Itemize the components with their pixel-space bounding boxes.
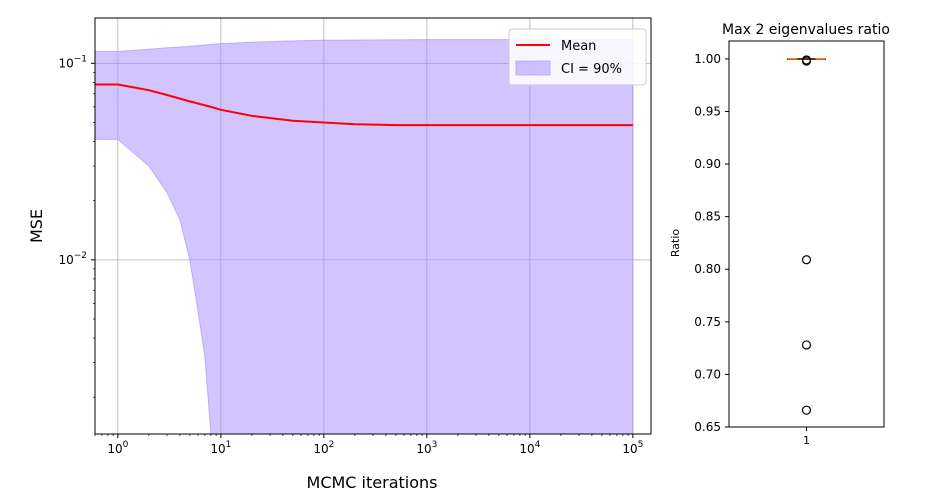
box-outlier-point — [801, 405, 812, 415]
box-title: Max 2 eigenvalues ratio — [722, 22, 890, 38]
box-y-axis-label: Ratio — [669, 229, 682, 258]
legend-ci-swatch — [515, 60, 551, 76]
box-outlier-point — [801, 255, 812, 265]
x-tick-label: 101 — [210, 440, 231, 456]
box-y-tick-label: 0.70 — [694, 367, 721, 381]
x-tick-label: 105 — [622, 440, 643, 456]
x-tick-label: 100 — [107, 440, 128, 456]
x-axis-label: MCMC iterations — [307, 473, 438, 492]
legend-mean-label: Mean — [561, 39, 596, 54]
box-y-tick-label: 1.00 — [694, 52, 721, 66]
mse-chart: 100 101 102 103 104 105 10−2 10−1 MCMC iterati… — [27, 17, 652, 492]
y-tick-label: 10−1 — [58, 54, 87, 70]
y-tick-label: 10−2 — [58, 251, 87, 267]
box-x-tick-label: 1 — [803, 434, 810, 447]
y-axis-label: MSE — [27, 209, 46, 243]
box-y-tick-label: 0.90 — [694, 157, 721, 171]
x-tick-label: 103 — [416, 440, 437, 456]
right-xticks: 1 — [803, 427, 810, 447]
x-tick-label: 102 — [313, 440, 334, 456]
x-tick-label: 104 — [519, 440, 540, 456]
outliers — [801, 55, 812, 415]
box-y-tick-label: 0.65 — [694, 420, 721, 434]
box-y-tick-label: 0.75 — [694, 315, 721, 329]
box-marks — [787, 58, 826, 60]
left-yticks: 10−2 10−1 — [58, 54, 95, 398]
mean-line — [95, 83, 633, 127]
box-y-tick-label: 0.85 — [694, 210, 721, 224]
box-y-tick-label: 0.95 — [694, 104, 721, 118]
box-outlier-point — [801, 56, 812, 66]
legend: Mean CI = 90% — [508, 28, 647, 86]
legend-ci-label: CI = 90% — [561, 62, 622, 77]
box-y-tick-label: 0.80 — [694, 262, 721, 276]
eigen-ratio-chart: Max 2 eigenvalues ratio 0.65 0.70 0.75 0.80… — [669, 22, 890, 447]
box-outlier-point — [801, 340, 812, 350]
right-yticks: 0.65 0.70 0.75 0.80 0.85 0.90 0.95 1.00 — [694, 52, 729, 434]
left-xticks: 100 101 102 103 104 105 — [94, 434, 643, 456]
